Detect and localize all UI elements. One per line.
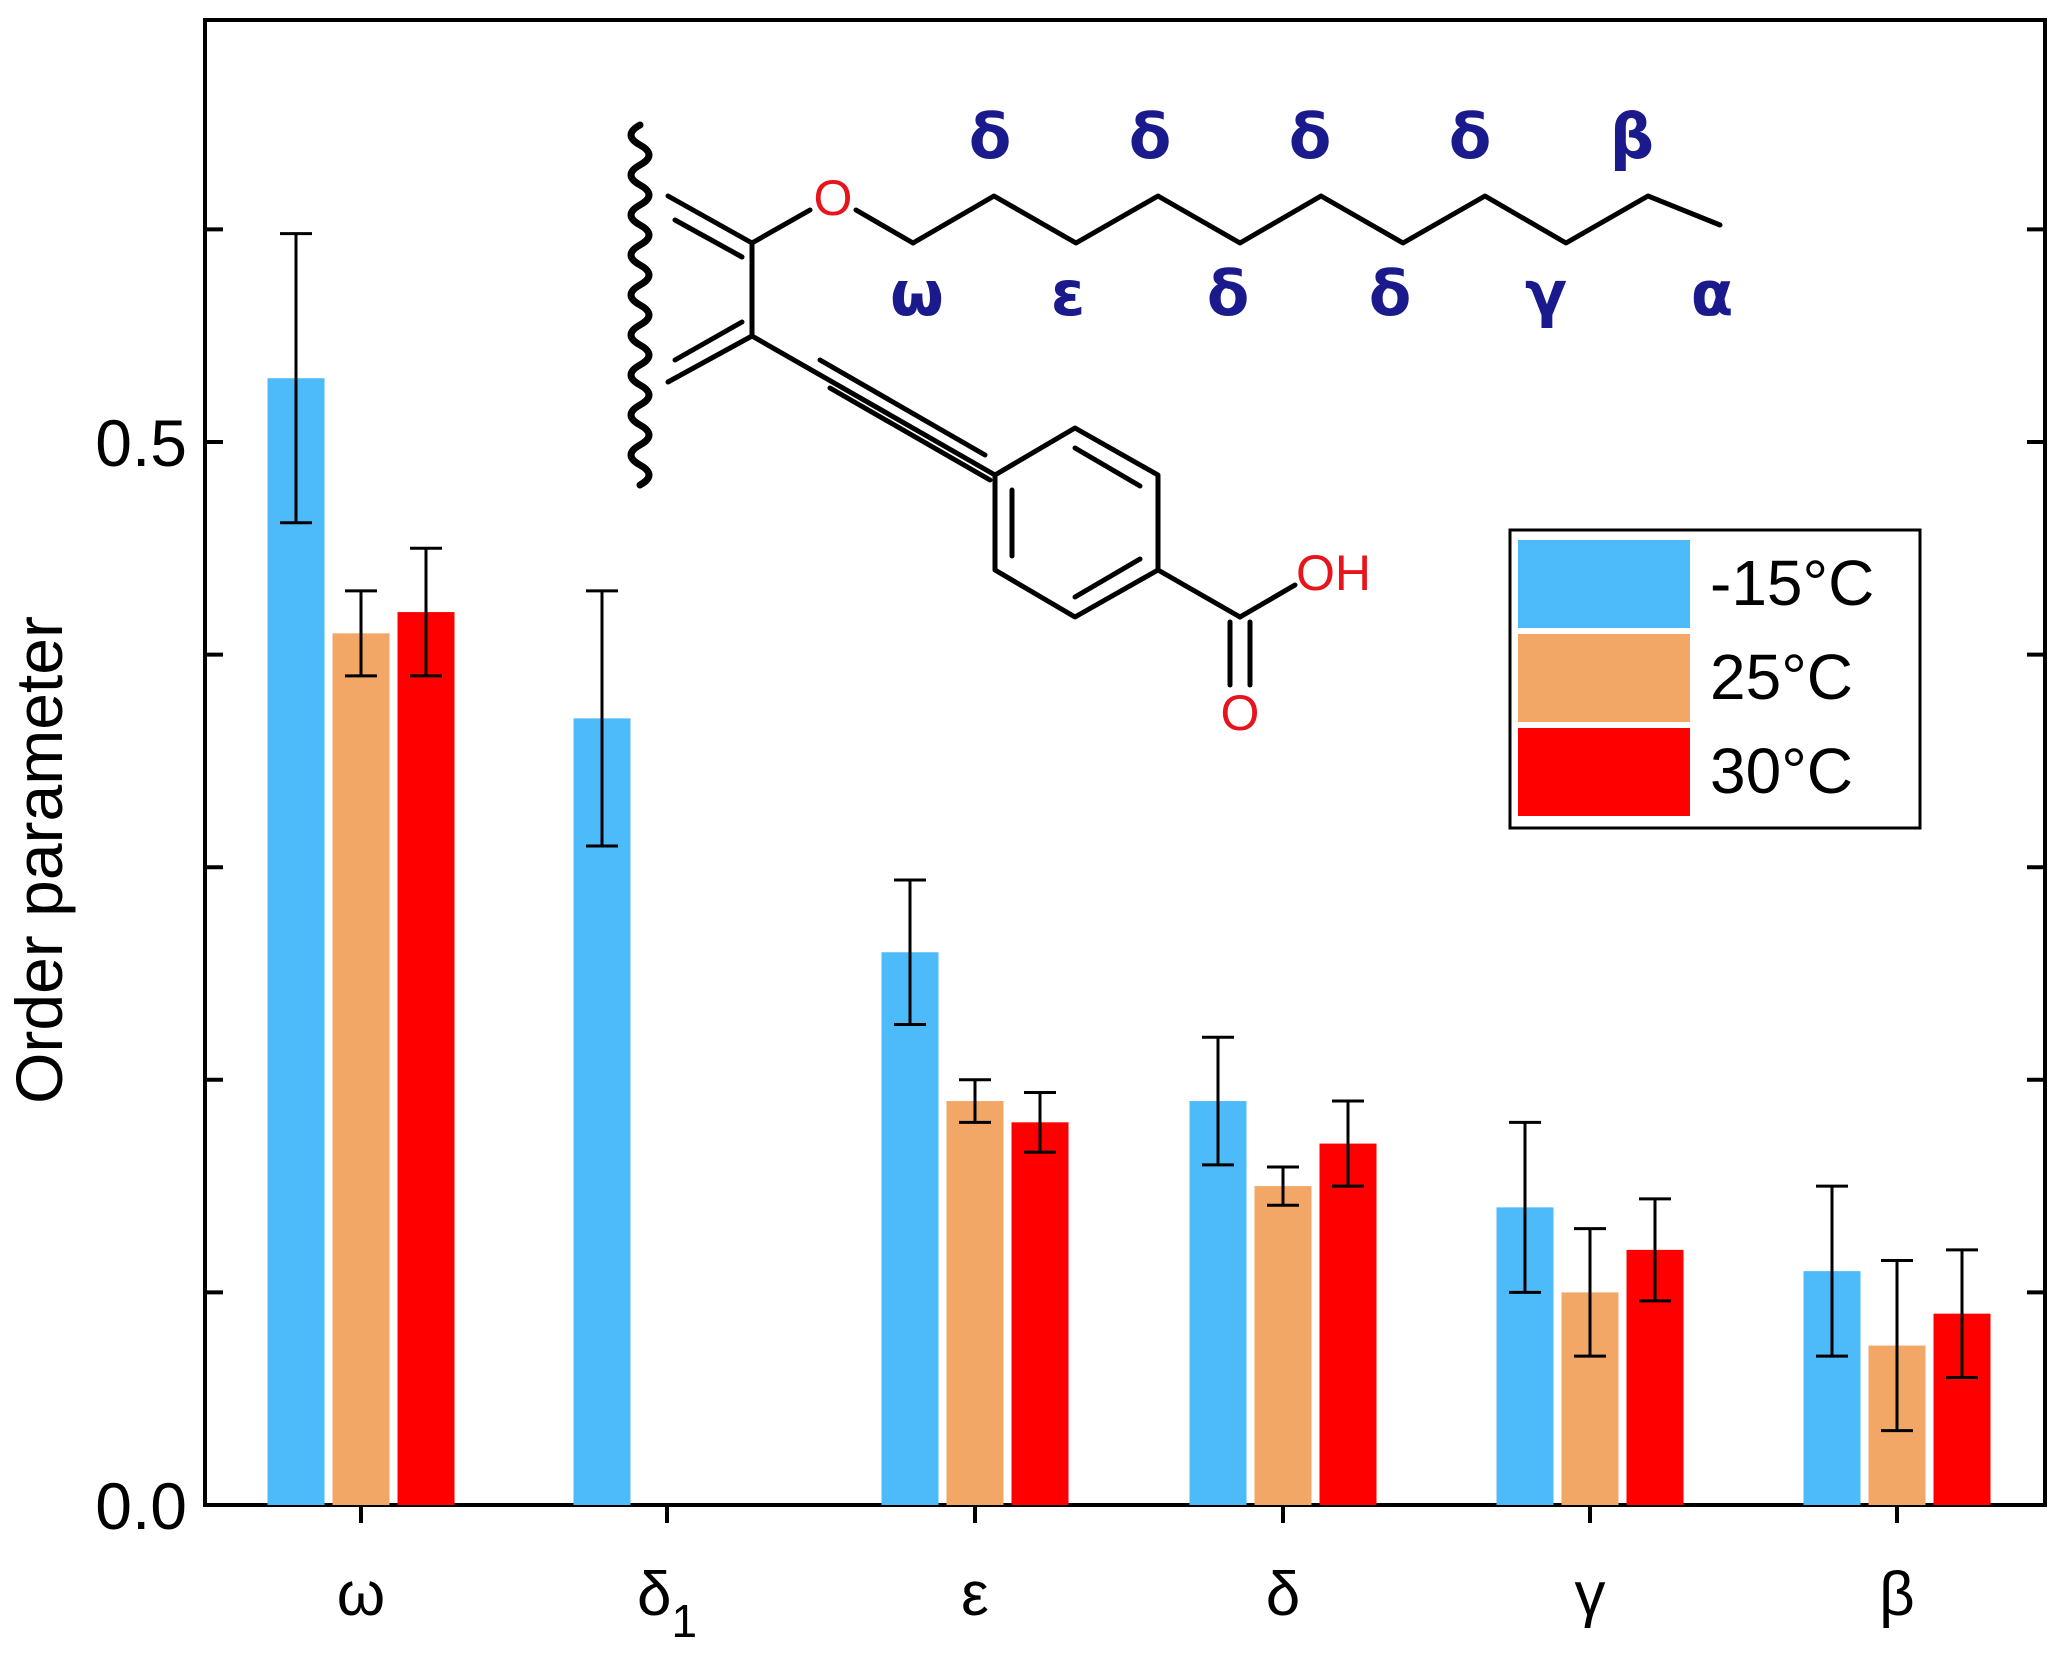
legend-swatch [1518, 540, 1690, 628]
chain-label-top: δ [1449, 100, 1492, 173]
chain-label-top: δ [969, 100, 1012, 173]
x-tick-label: δ1 [637, 1560, 697, 1647]
hydroxyl-label: OH [1296, 545, 1371, 601]
x-tick-label: γ [1575, 1560, 1606, 1629]
bar-0-0 [267, 378, 325, 1506]
chain-label-top: δ [1289, 100, 1332, 173]
x-axis: ω δ1 ε δ γ β [337, 1505, 1915, 1647]
chain-label-bottom: α [1691, 257, 1734, 330]
bar-2-2 [1011, 1122, 1069, 1505]
molecule-structure [627, 121, 1723, 688]
bars [267, 378, 1991, 1506]
legend-swatch [1518, 634, 1690, 722]
x-tick-label: β [1879, 1560, 1915, 1629]
legend-label: 25°C [1710, 641, 1853, 713]
carbonyl-oxygen-label: O [1221, 685, 1260, 741]
plot-border [203, 18, 2047, 1507]
legend-swatch [1518, 728, 1690, 816]
chain-label-bottom: δ [1369, 257, 1412, 330]
bar-0-3 [1189, 1101, 1247, 1505]
chain-label-top: δ [1129, 100, 1172, 173]
y-axis: 0.0 0.5 [95, 227, 2045, 1543]
bar-1-2 [946, 1101, 1004, 1505]
legend-label: -15°C [1710, 547, 1874, 619]
bar-1-0 [332, 633, 390, 1505]
bar-0-2 [881, 952, 939, 1505]
plot-frame [203, 18, 2047, 1507]
wavy-attachment-line [627, 121, 653, 489]
chain-label-bottom: ω [890, 257, 944, 330]
x-tick-label: ω [337, 1560, 385, 1629]
x-tick-label: δ [1266, 1560, 1301, 1629]
bar-0-1 [573, 718, 631, 1505]
ether-oxygen-label: O [814, 170, 853, 226]
chain-label-bottom: γ [1525, 257, 1567, 330]
error-bars [280, 232, 1978, 1433]
y-tick-label: 0.5 [95, 406, 187, 480]
chain-label-bottom: ε [1051, 257, 1086, 330]
x-tick-label: ε [961, 1560, 989, 1629]
y-tick-label: 0.0 [95, 1469, 187, 1543]
chain-label-top: β [1610, 100, 1654, 173]
y-axis-label: Order parameter [2, 616, 76, 1104]
molecule-labels: δ δ δ δ β ω ε δ δ γ α O OH O [814, 100, 1734, 741]
bar-2-3 [1319, 1143, 1377, 1505]
legend-label: 30°C [1710, 735, 1853, 807]
bar-1-3 [1254, 1186, 1312, 1505]
chain-label-bottom: δ [1207, 257, 1250, 330]
bar-2-0 [397, 612, 455, 1505]
legend: -15°C 25°C 30°C [1508, 528, 1922, 830]
